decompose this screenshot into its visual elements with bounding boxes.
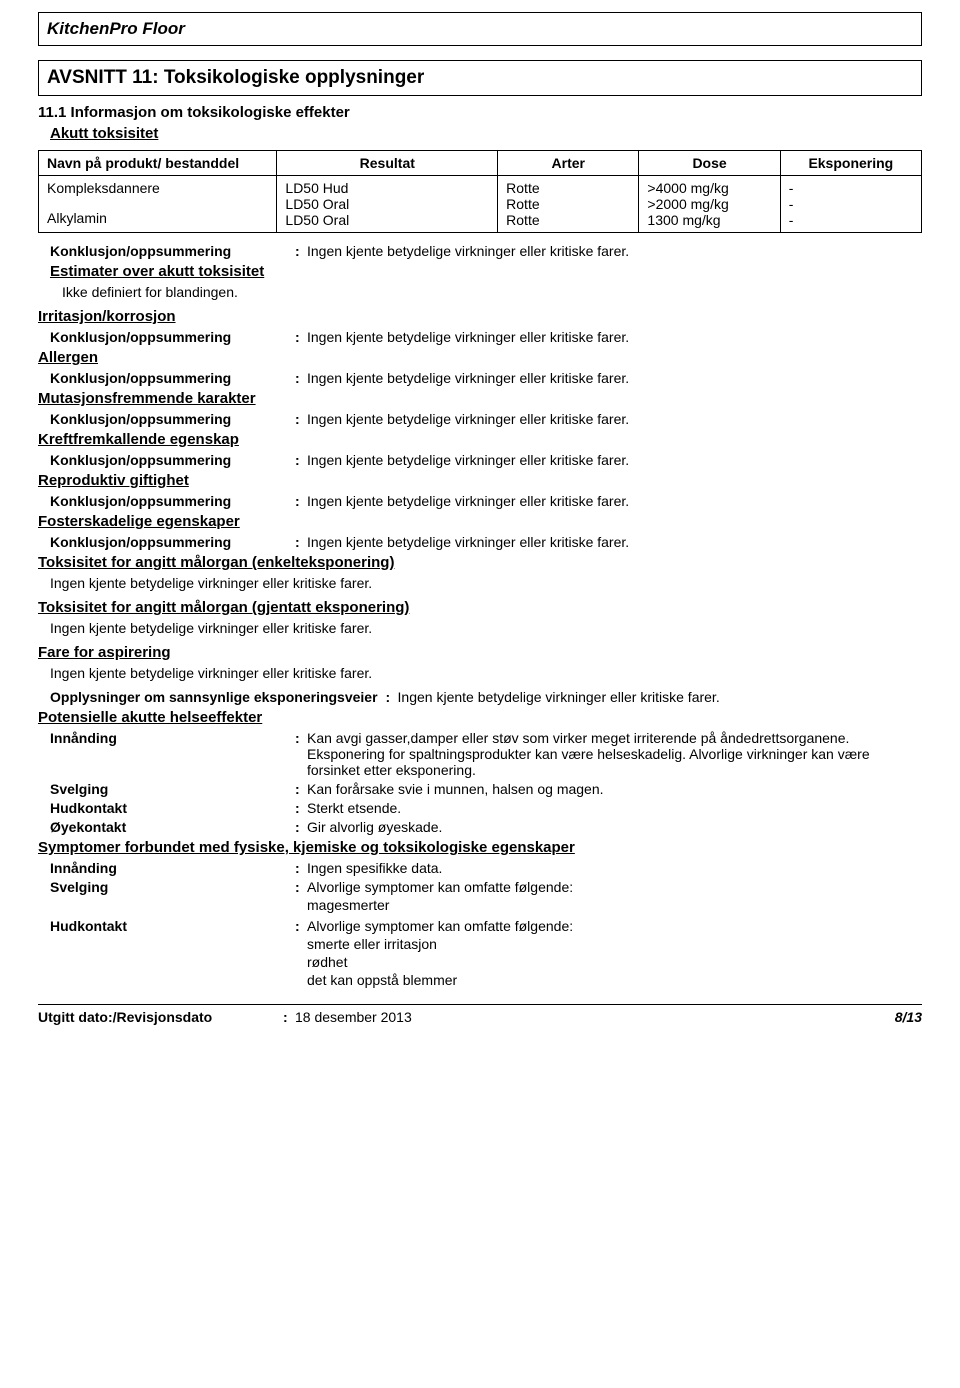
td-exposure: - - - — [780, 176, 921, 233]
th-result: Resultat — [277, 151, 498, 176]
td-result: LD50 Hud LD50 Oral LD50 Oral — [277, 176, 498, 233]
inhalation-value: Kan avgi gasser,damper eller støv som vi… — [307, 730, 922, 778]
exposure-routes-value: Ingen kjente betydelige virkninger eller… — [398, 689, 922, 705]
skin-label: Hudkontakt — [50, 800, 295, 816]
acute-toxicity-heading: Akutt toksisitet — [50, 125, 922, 142]
allergen-heading: Allergen — [38, 349, 922, 366]
page-container: KitchenPro Floor AVSNITT 11: Toksikologi… — [0, 0, 960, 1037]
conclusion-row: Konklusjon/oppsummering : Ingen kjente b… — [38, 370, 922, 386]
conclusion-row: Konklusjon/oppsummering : Ingen kjente b… — [38, 452, 922, 468]
mutagenic-heading: Mutasjonsfremmende karakter — [38, 390, 922, 407]
irritation-heading: Irritasjon/korrosjon — [38, 308, 922, 325]
table-row: Kompleksdannere Alkylamin LD50 Hud LD50 … — [39, 176, 922, 233]
estimates-text: Ikke definiert for blandingen. — [62, 284, 922, 300]
product-title-box: KitchenPro Floor — [38, 12, 922, 46]
symptoms-heading: Symptomer forbundet med fysiske, kjemisk… — [38, 839, 922, 856]
exposure-routes-label: Opplysninger om sannsynlige eksponerings… — [50, 689, 386, 705]
td-species: Rotte Rotte Rotte — [498, 176, 639, 233]
th-name: Navn på produkt/ bestanddel — [39, 151, 277, 176]
td-name: Kompleksdannere Alkylamin — [39, 176, 277, 233]
footer-label: Utgitt dato:/Revisjonsdato — [38, 1009, 283, 1025]
conclusion-row: Konklusjon/oppsummering : Ingen kjente b… — [38, 411, 922, 427]
footer-date: 18 desember 2013 — [295, 1009, 412, 1025]
conclusion-row: Konklusjon/oppsummering : Ingen kjente b… — [38, 243, 922, 259]
reproductive-heading: Reproduktiv giftighet — [38, 472, 922, 489]
eye-value: Gir alvorlig øyeskade. — [307, 819, 922, 835]
conclusion-row: Konklusjon/oppsummering : Ingen kjente b… — [38, 534, 922, 550]
aspiration-heading: Fare for aspirering — [38, 644, 922, 661]
ingestion-label: Svelging — [50, 781, 295, 797]
page-footer: Utgitt dato:/Revisjonsdato : 18 desember… — [38, 1004, 922, 1025]
stot-single-text: Ingen kjente betydelige virkninger eller… — [50, 575, 922, 591]
conclusion-row: Konklusjon/oppsummering : Ingen kjente b… — [38, 493, 922, 509]
symptom-skin-row: Hudkontakt : Alvorlige symptomer kan omf… — [38, 918, 922, 990]
conclusion-value: Ingen kjente betydelige virkninger eller… — [307, 243, 922, 259]
ingestion-value: Kan forårsake svie i munnen, halsen og m… — [307, 781, 922, 797]
toxicity-table: Navn på produkt/ bestanddel Resultat Art… — [38, 150, 922, 233]
exposure-routes-row: Opplysninger om sannsynlige eksponerings… — [38, 689, 922, 705]
aspiration-text: Ingen kjente betydelige virkninger eller… — [50, 665, 922, 681]
potential-effects-heading: Potensielle akutte helseeffekter — [38, 709, 922, 726]
stot-repeated-heading: Toksisitet for angitt målorgan (gjentatt… — [38, 599, 922, 616]
section-title-box: AVSNITT 11: Toksikologiske opplysninger — [38, 60, 922, 96]
conclusion-label: Konklusjon/oppsummering — [50, 243, 295, 259]
inhalation-row: Innånding : Kan avgi gasser,damper eller… — [38, 730, 922, 778]
product-title: KitchenPro Floor — [47, 19, 185, 38]
symptom-inhalation-row: Innånding : Ingen spesifikke data. — [38, 860, 922, 876]
estimates-heading: Estimater over akutt toksisitet — [50, 263, 922, 280]
skin-value: Sterkt etsende. — [307, 800, 922, 816]
conclusion-row: Konklusjon/oppsummering : Ingen kjente b… — [38, 329, 922, 345]
stot-repeated-text: Ingen kjente betydelige virkninger eller… — [50, 620, 922, 636]
symptom-ingestion-row: Svelging : Alvorlige symptomer kan omfat… — [38, 879, 922, 915]
eye-row: Øyekontakt : Gir alvorlig øyeskade. — [38, 819, 922, 835]
section-title: AVSNITT 11: Toksikologiske opplysninger — [47, 67, 424, 88]
footer-page: 8/13 — [895, 1009, 922, 1025]
stot-single-heading: Toksisitet for angitt målorgan (enkeltek… — [38, 554, 922, 571]
th-exposure: Eksponering — [780, 151, 921, 176]
table-header-row: Navn på produkt/ bestanddel Resultat Art… — [39, 151, 922, 176]
td-dose: >4000 mg/kg >2000 mg/kg 1300 mg/kg — [639, 176, 780, 233]
subsection-title: 11.1 Informasjon om toksikologiske effek… — [38, 104, 922, 121]
th-species: Arter — [498, 151, 639, 176]
inhalation-label: Innånding — [50, 730, 295, 778]
th-dose: Dose — [639, 151, 780, 176]
eye-label: Øyekontakt — [50, 819, 295, 835]
skin-row: Hudkontakt : Sterkt etsende. — [38, 800, 922, 816]
carcinogenic-heading: Kreftfremkallende egenskap — [38, 431, 922, 448]
ingestion-row: Svelging : Kan forårsake svie i munnen, … — [38, 781, 922, 797]
teratogenic-heading: Fosterskadelige egenskaper — [38, 513, 922, 530]
